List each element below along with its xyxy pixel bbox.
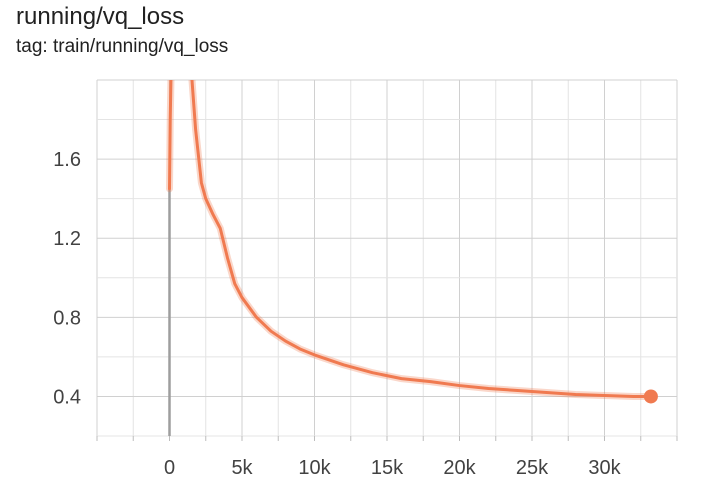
x-tick-label: 10k bbox=[298, 457, 331, 479]
series-end-point[interactable] bbox=[643, 389, 658, 404]
x-axis: 0 5k 10k 15k 20k 25k 30k bbox=[96, 436, 678, 479]
x-tick-label: 0 bbox=[164, 457, 175, 479]
y-tick-label: 1.6 bbox=[53, 149, 81, 171]
x-tick-label: 5k bbox=[231, 457, 253, 479]
series-group bbox=[166, 80, 655, 400]
y-tick-label: 1.2 bbox=[53, 228, 81, 250]
series-line bbox=[168, 80, 653, 398]
x-tick-label: 20k bbox=[443, 457, 476, 479]
x-tick-label: 25k bbox=[516, 457, 549, 479]
x-tick-label: 30k bbox=[588, 457, 621, 479]
chart-title: running/vq_loss bbox=[16, 3, 185, 30]
grid-lines bbox=[96, 79, 678, 437]
x-tick-label: 15k bbox=[371, 457, 404, 479]
y-axis: 0.4 0.8 1.2 1.6 bbox=[53, 149, 81, 408]
chart-subtitle: tag: train/running/vq_loss bbox=[16, 36, 229, 57]
y-tick-label: 0.4 bbox=[53, 386, 81, 408]
end-point-group bbox=[643, 389, 658, 404]
y-tick-label: 0.8 bbox=[53, 307, 81, 329]
